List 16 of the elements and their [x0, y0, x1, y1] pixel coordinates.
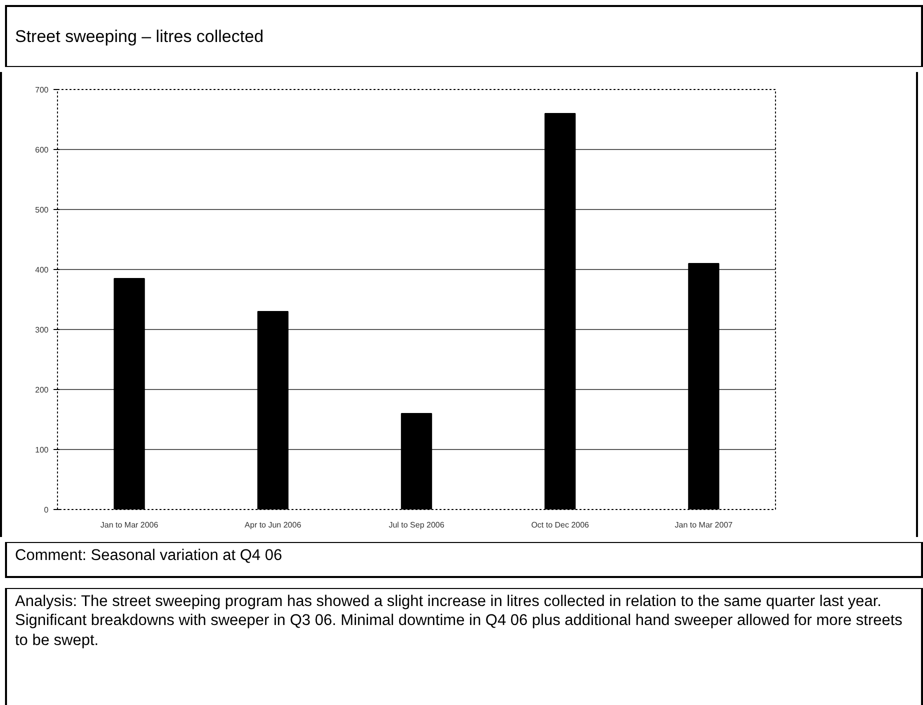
text: Comment: Seasonal variation at Q4 06 [15, 546, 282, 566]
y-tick-label: 100 [35, 446, 50, 454]
y-tick-label: 500 [35, 206, 50, 214]
y-tick-label: 200 [35, 386, 50, 394]
x-tick-label: Jul to Sep 2006 [388, 520, 445, 530]
text: Analysis: The street sweeping program has showed a slight increase in litres collected in relation to the same quarter last year. Significant breakdowns with sweeper in Q3 06. Minimal downtime in Q4 06 plus additional hand sweeper allowed for more streets to be swept. [15, 592, 904, 650]
y-tick-label: 400 [35, 266, 50, 274]
y-tick-label: 0 [44, 506, 50, 514]
x-tick-label: Jan to Mar 2007 [674, 520, 734, 530]
x-tick-label: Oct to Dec 2006 [531, 520, 590, 530]
y-tick-label: 600 [35, 146, 50, 154]
chart-title: Street sweeping – litres collected [15, 26, 264, 48]
x-tick-label: Jan to Mar 2006 [100, 520, 159, 530]
y-tick-label: 700 [35, 86, 50, 94]
y-tick-label: 300 [35, 326, 50, 334]
x-tick-label: Apr to Jun 2006 [244, 520, 302, 530]
